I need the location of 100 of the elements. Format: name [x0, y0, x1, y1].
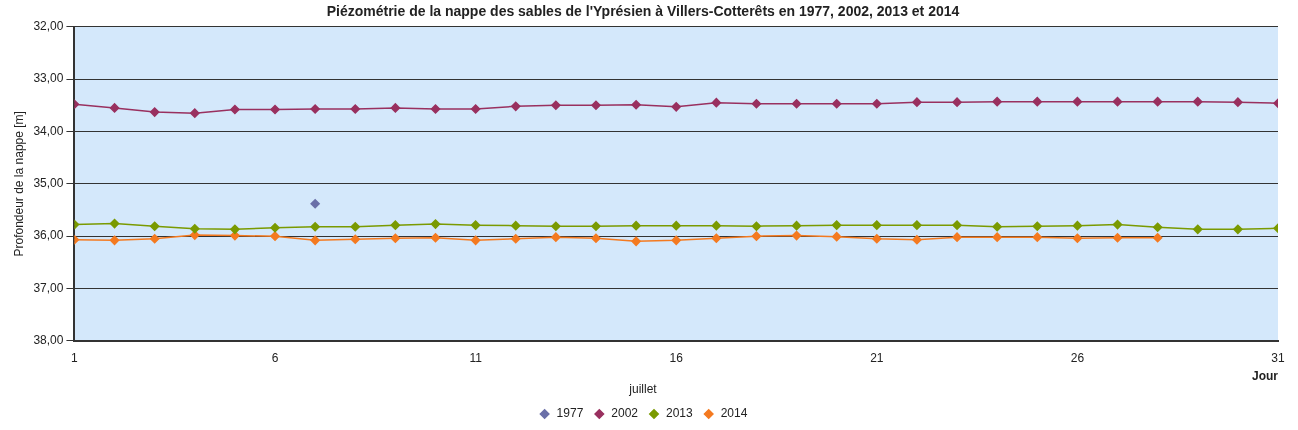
point	[912, 97, 922, 107]
point	[831, 98, 842, 109]
point	[992, 96, 1002, 107]
y-tick-label: 32,00	[33, 19, 64, 34]
point	[952, 220, 962, 230]
point	[510, 220, 521, 231]
point	[1193, 96, 1203, 107]
point	[510, 101, 521, 112]
point	[912, 220, 922, 230]
point	[149, 221, 160, 231]
point	[791, 98, 802, 109]
point	[390, 220, 401, 230]
point	[631, 100, 641, 110]
point	[751, 221, 762, 231]
legend-title: juillet	[628, 381, 658, 396]
point	[872, 234, 882, 244]
point	[350, 104, 361, 114]
point	[1072, 233, 1083, 243]
y-tick-label: 36,00	[33, 228, 64, 243]
y-tick-label: 38,00	[33, 333, 64, 348]
point	[591, 221, 601, 231]
point	[992, 232, 1002, 242]
legend-label: 2014	[720, 406, 748, 421]
point	[190, 224, 200, 234]
point	[430, 232, 441, 243]
point	[551, 232, 561, 242]
y-tick-label: 35,00	[33, 176, 64, 191]
point	[631, 220, 641, 231]
point	[310, 221, 320, 232]
point	[872, 98, 882, 109]
legend-label: 2002	[611, 406, 639, 421]
point	[1072, 220, 1083, 231]
point	[671, 235, 681, 246]
point	[270, 223, 280, 233]
point	[430, 219, 441, 229]
point	[350, 234, 361, 245]
point	[751, 231, 762, 241]
point	[1112, 219, 1123, 230]
point	[1152, 222, 1163, 232]
point	[1233, 97, 1243, 107]
point	[149, 107, 160, 117]
x-tick-label: 6	[271, 351, 279, 366]
point	[551, 100, 561, 111]
y-tick-label: 37,00	[33, 280, 64, 295]
point	[831, 231, 842, 242]
point	[109, 218, 120, 229]
legend-label: 2013	[666, 406, 694, 421]
point	[149, 234, 160, 244]
point	[390, 233, 401, 243]
x-tick-label: 21	[870, 351, 884, 366]
point	[470, 235, 481, 246]
point	[1112, 232, 1123, 243]
point	[230, 104, 240, 115]
x-axis-title: Jour	[1251, 368, 1279, 383]
point	[430, 104, 441, 114]
point	[310, 198, 320, 209]
point	[270, 231, 280, 241]
point	[470, 220, 481, 230]
point	[912, 235, 922, 245]
point	[1032, 232, 1043, 242]
point	[310, 235, 320, 246]
x-tick-label: 1	[71, 351, 79, 366]
point	[1072, 96, 1083, 107]
point	[190, 108, 200, 118]
y-tick-label: 34,00	[33, 123, 64, 138]
x-tick-label: 31	[1271, 351, 1285, 366]
point	[1112, 96, 1123, 107]
point	[510, 234, 521, 244]
y-tick-label: 33,00	[33, 71, 64, 86]
point	[671, 102, 681, 112]
point	[1233, 224, 1243, 235]
point	[711, 97, 722, 108]
point	[872, 220, 882, 230]
point	[591, 100, 601, 111]
point	[310, 104, 320, 114]
point	[390, 103, 401, 113]
point	[992, 221, 1002, 232]
point	[1152, 96, 1163, 107]
x-tick-label: 26	[1070, 351, 1085, 366]
point	[791, 220, 802, 231]
point	[952, 232, 962, 242]
point	[831, 220, 842, 230]
point	[1152, 232, 1163, 243]
point	[591, 233, 601, 243]
point	[952, 97, 962, 107]
point	[751, 98, 762, 109]
point	[631, 236, 641, 247]
point	[1032, 221, 1043, 231]
point	[1193, 224, 1203, 235]
x-tick-label: 16	[669, 351, 684, 366]
point	[109, 103, 120, 113]
point	[791, 230, 802, 241]
point	[470, 104, 481, 114]
point	[711, 220, 722, 231]
point	[270, 104, 280, 115]
point	[711, 233, 722, 243]
point	[1032, 96, 1043, 107]
point	[109, 235, 120, 246]
legend-label: 1977	[556, 406, 584, 421]
point	[671, 220, 681, 231]
